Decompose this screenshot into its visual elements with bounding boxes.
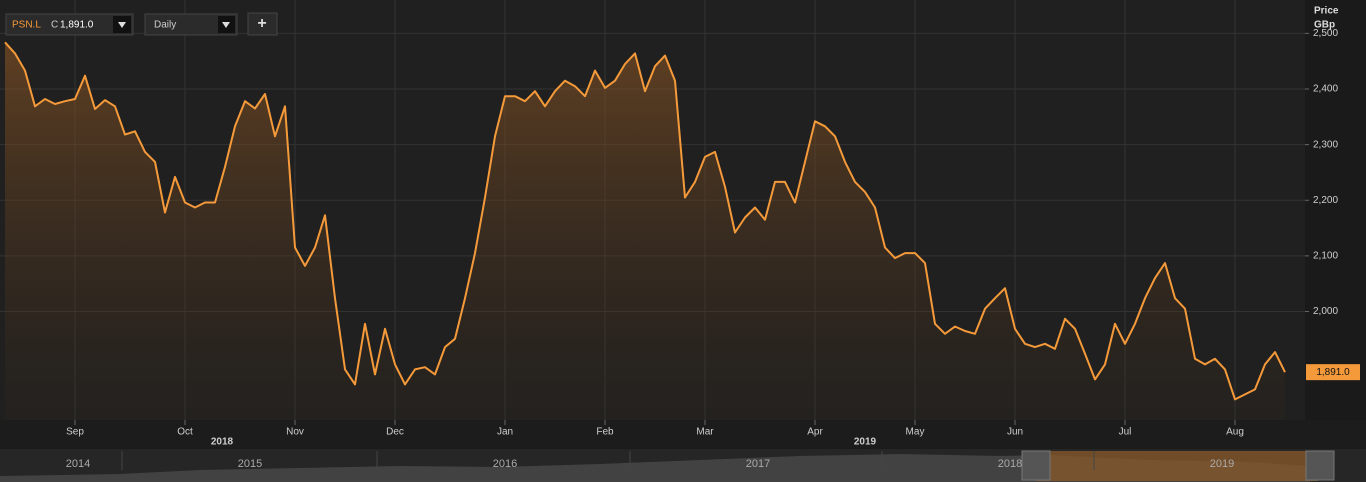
x-tick-label: Dec <box>386 427 404 438</box>
navigator-handle[interactable] <box>1021 450 1051 481</box>
x-tick-label: Oct <box>177 427 193 438</box>
navigator-area <box>0 454 1310 482</box>
navigator-handle[interactable] <box>1305 450 1335 481</box>
y-axis-title: Price <box>1314 6 1339 17</box>
area <box>5 42 1285 421</box>
navigator-year: 2016 <box>493 458 517 470</box>
interval: Daily <box>154 20 176 31</box>
symbol-box[interactable] <box>5 13 134 36</box>
x-tick-label: Feb <box>596 427 614 438</box>
price-line <box>4 41 1286 401</box>
last-price-marker <box>1306 364 1360 381</box>
close-prefix: C <box>51 20 58 31</box>
y-axis-panel <box>1305 0 1366 420</box>
arrow-icon <box>222 22 230 28</box>
x-tick-label: Apr <box>807 427 823 438</box>
x-tick-label: Sep <box>66 427 84 438</box>
interval-box[interactable] <box>144 13 238 36</box>
close-value: 1,891.0 <box>60 20 94 31</box>
navigator-years: 2014 2015 2016 2017 2018 2019 <box>66 451 1234 470</box>
x-tick-label: May <box>906 427 925 438</box>
navigator-year: 2018 <box>998 458 1022 470</box>
x-tick-label: Mar <box>696 427 714 438</box>
add-button[interactable] <box>247 12 278 36</box>
plot: 2,000 2,100 2,200 2,300 2,400 2,500 <box>0 0 1338 425</box>
navigator-year: 2019 <box>1210 458 1234 470</box>
navigator-year: 2014 <box>66 458 90 470</box>
navigator-selection[interactable] <box>1036 451 1318 481</box>
y-axis-unit: GBp <box>1314 20 1335 31</box>
y-tick-label: 2,000 <box>1313 306 1338 317</box>
y-tick-label: 2,100 <box>1313 251 1338 262</box>
x-tick-label: Aug <box>1226 427 1244 438</box>
y-tick-label: 2,200 <box>1313 195 1338 206</box>
navigator-year: 2017 <box>746 458 770 470</box>
y-tick-label: 2,300 <box>1313 139 1338 150</box>
x-tick-label: Jun <box>1007 427 1023 438</box>
arrow-icon <box>118 22 126 28</box>
last-price-label: 1,891.0 <box>1316 367 1350 378</box>
x-tick-label: Nov <box>286 427 304 438</box>
x-tick-label: Jan <box>497 427 513 438</box>
y-tick-label: 2,400 <box>1313 84 1338 95</box>
x-tick-label: Jul <box>1119 427 1132 438</box>
year-label: 2019 <box>854 437 877 448</box>
y-tick-label: 2,500 <box>1313 28 1338 39</box>
navigator-year: 2015 <box>238 458 262 470</box>
add-label: + <box>257 15 266 32</box>
year-label: 2018 <box>211 437 234 448</box>
symbol: PSN.L <box>12 20 41 31</box>
x-axis-panel <box>0 420 1366 448</box>
